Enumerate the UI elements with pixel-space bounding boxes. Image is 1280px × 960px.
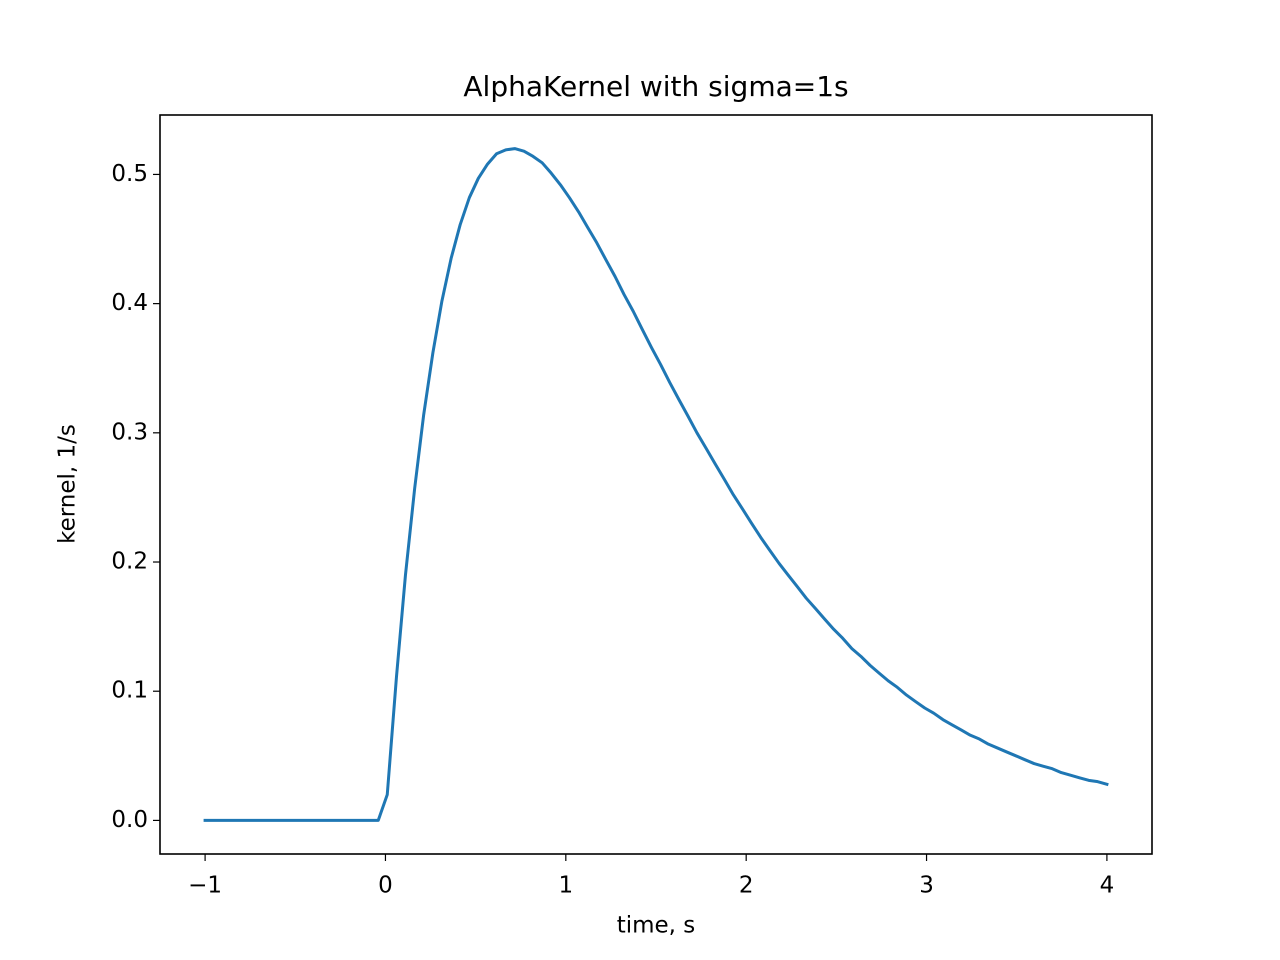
line bbox=[203, 147, 1109, 822]
plot-frame bbox=[159, 114, 1153, 855]
x-tick-label: 1 bbox=[558, 873, 573, 899]
y-tick-label: 0.2 bbox=[111, 549, 148, 575]
y-axis-label: kernel, 1/s bbox=[55, 424, 81, 544]
y-tick-label: 0.3 bbox=[111, 419, 148, 445]
y-tick-label: 0.5 bbox=[111, 161, 148, 187]
x-tick-label: 3 bbox=[919, 873, 934, 899]
x-tick-label: 2 bbox=[739, 873, 754, 899]
chart-title: AlphaKernel with sigma=1s bbox=[463, 70, 848, 103]
x-tick-label: 0 bbox=[378, 873, 393, 899]
x-tick-label: 4 bbox=[1100, 873, 1115, 899]
y-tick-label: 0.0 bbox=[111, 807, 148, 833]
x-axis-label: time, s bbox=[617, 913, 696, 939]
y-tick-label: 0.1 bbox=[111, 678, 148, 704]
y-tick-label: 0.4 bbox=[111, 290, 148, 316]
x-tick-label: −1 bbox=[188, 873, 222, 899]
